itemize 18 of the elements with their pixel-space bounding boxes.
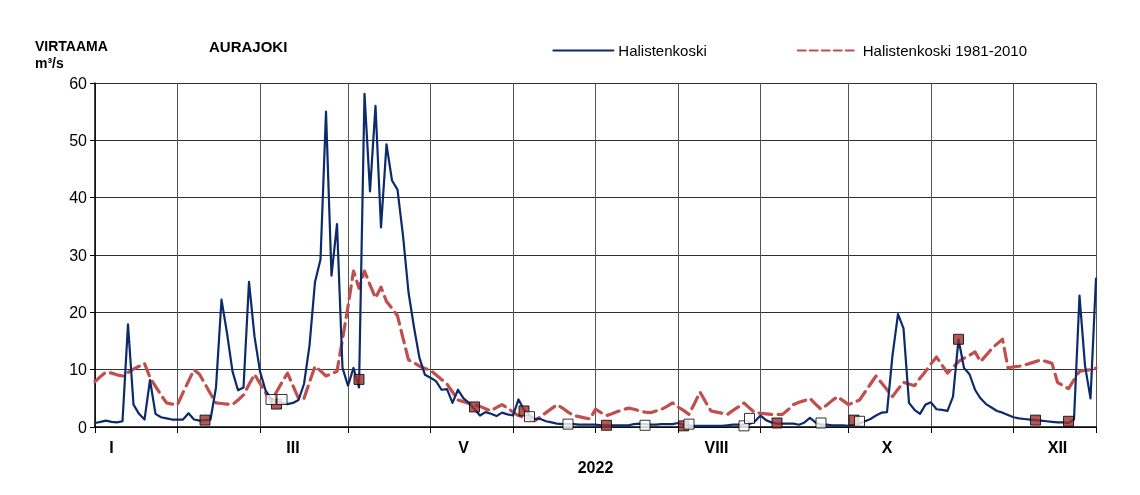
- x-tick-label: V: [458, 438, 470, 456]
- y-axis-title: VIRTAAMA m³/s: [35, 37, 108, 71]
- x-tick-label: I: [109, 438, 114, 456]
- legend-label: Halistenkoski 1981-2010: [862, 42, 1028, 59]
- y-tick-label: 40: [69, 189, 88, 207]
- x-tick-label: VIII: [704, 438, 729, 456]
- y-tick-label: 60: [69, 74, 88, 92]
- y-tick-label: 20: [69, 303, 88, 321]
- x-axis-title: 2022: [577, 459, 614, 477]
- y-tick-label: 10: [69, 361, 88, 379]
- y-tick-label: 0: [78, 418, 88, 436]
- legend-label: Halistenkoski: [618, 42, 707, 59]
- y-tick-label: 30: [69, 246, 88, 264]
- x-tick-label: X: [881, 438, 893, 456]
- y-tick-label: 50: [69, 131, 88, 149]
- x-tick-label: XII: [1047, 438, 1068, 456]
- x-tick-label: III: [286, 438, 300, 456]
- chart-title: AURAJOKI: [209, 38, 288, 55]
